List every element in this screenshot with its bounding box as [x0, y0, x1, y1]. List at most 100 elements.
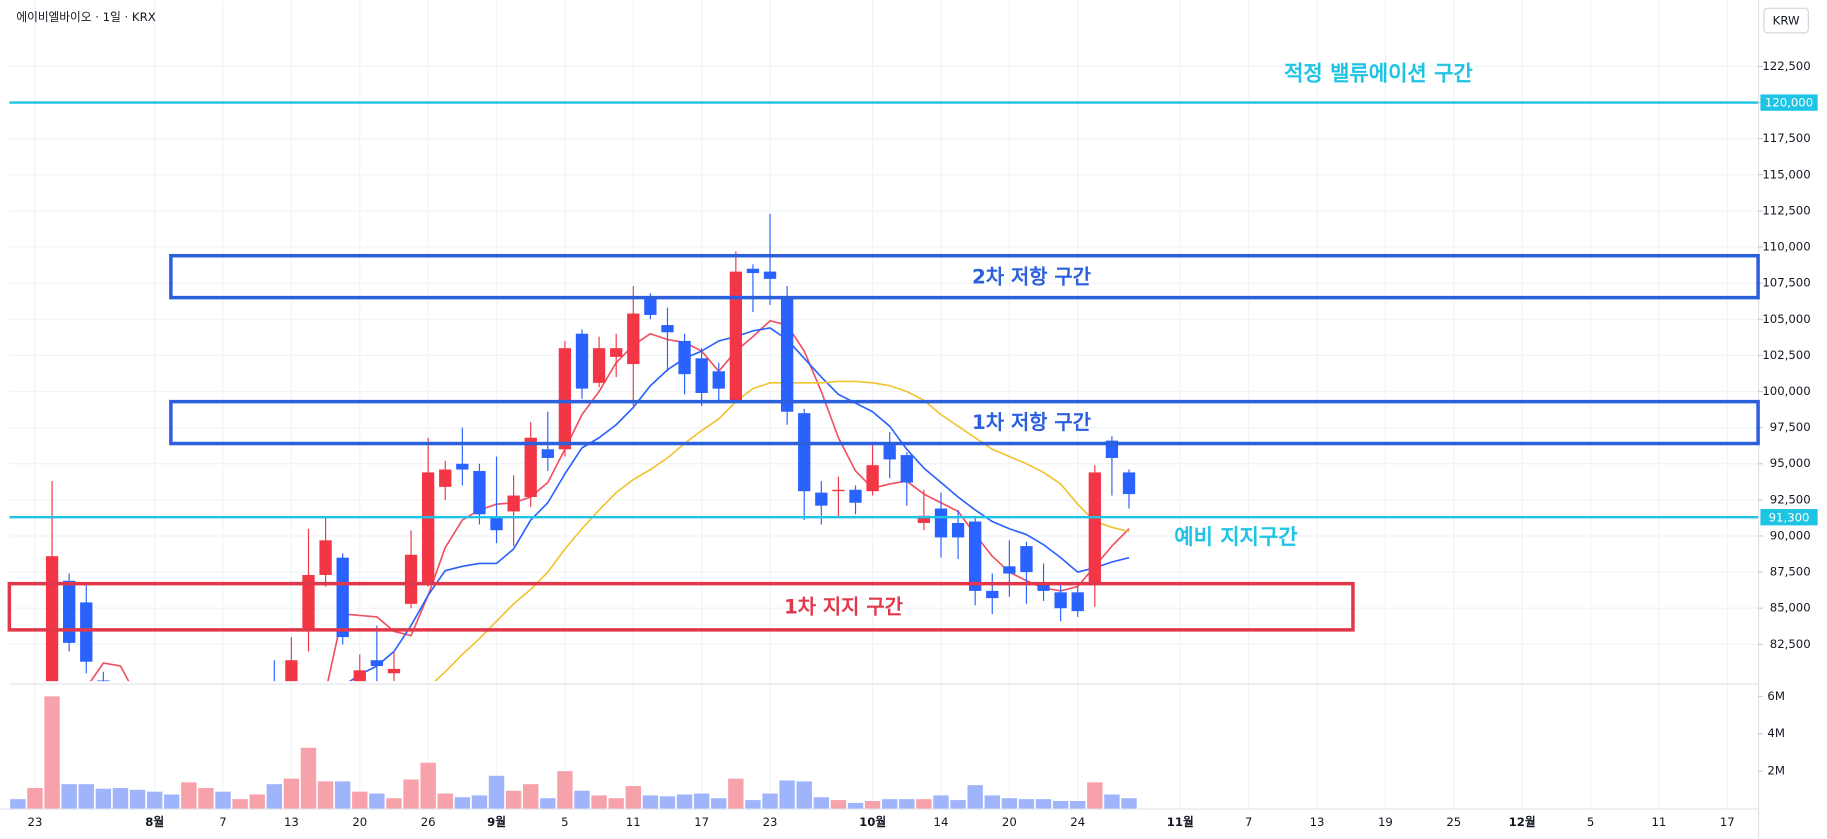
y-tick-label: 110,000 [1762, 240, 1810, 254]
volume-bar [1035, 799, 1052, 809]
volume-bar [1070, 801, 1086, 809]
candle-body [80, 602, 93, 662]
candle-body [815, 492, 828, 506]
candle-body [1054, 592, 1067, 609]
x-tick-label: 17 [694, 815, 709, 829]
volume-bar [488, 775, 505, 809]
chart-title: 에이비엘바이오 · 1일 · KRX [16, 10, 155, 24]
volume-bar [317, 781, 334, 809]
x-tick-label: 7 [219, 815, 226, 829]
candle-body [780, 297, 794, 412]
volume-bar [608, 798, 624, 809]
x-tick-label: 5 [561, 815, 568, 829]
y-tick-label: 85,000 [1770, 601, 1811, 615]
zone-label: 2차 저항 구간 [972, 265, 1091, 288]
volume-bar [591, 795, 607, 809]
volume-bar [950, 800, 966, 809]
volume-bar [882, 799, 898, 809]
annotations: 2차 저항 구간 1차 저항 구간 1차 지지 구간 120,000 적정 밸류에이션 … [7, 61, 1818, 632]
currency-button[interactable] [1763, 7, 1809, 34]
candle-body [610, 348, 623, 357]
volume-bar [1052, 801, 1069, 809]
volume-bar [574, 790, 590, 809]
candle-body [336, 557, 349, 638]
currency[interactable]: KRW [1773, 14, 1800, 28]
candle-body [1122, 472, 1136, 495]
ma-line [348, 327, 1130, 682]
volume-bar [369, 793, 385, 809]
axes: 23 8월 7 13 20 26 9월 5 11 17 23 10월 14 20 24 11월 7 13 19 25 1… [28, 59, 1811, 829]
y-tick-label: 95,000 [1770, 456, 1811, 470]
volume-bar [830, 800, 847, 809]
volume-bar [711, 798, 727, 809]
candle-body [832, 489, 845, 492]
volume-bar [899, 799, 915, 809]
candle-body [969, 521, 982, 591]
candle-body [1071, 592, 1084, 612]
volume-bar [864, 801, 881, 809]
zone-label: 1차 지지 구간 [784, 595, 903, 618]
candle-body [729, 271, 743, 401]
candle-body [1020, 546, 1033, 573]
volume-bar [471, 795, 488, 809]
volume-bar [386, 798, 402, 809]
volume-bar [728, 778, 744, 809]
candle-body [353, 670, 366, 682]
x-tick-label: 17 [1720, 815, 1735, 829]
candle-body [849, 489, 862, 503]
volume-bar [967, 785, 983, 809]
volume-bar [540, 798, 556, 809]
x-tick-label: 7 [1245, 815, 1252, 829]
volume-bar [745, 800, 761, 809]
candle-body [421, 472, 435, 584]
candle-body [456, 463, 469, 470]
y-tick-label: 92,500 [1770, 492, 1811, 506]
x-tick-label: 10월 [859, 815, 886, 829]
x-tick-label: 13 [284, 815, 299, 829]
candle-body [883, 442, 896, 460]
candle-body [63, 580, 76, 643]
volume-bar [283, 778, 300, 809]
zone [169, 399, 1760, 446]
x-tick-label: 11 [626, 815, 641, 829]
volume-bar [437, 793, 453, 809]
volume-bar [625, 786, 641, 809]
y-tick-label: 105,000 [1762, 312, 1810, 326]
y-tick-label: 102,500 [1762, 348, 1810, 362]
y-tick-label: 97,500 [1770, 420, 1811, 434]
x-tick-label: 14 [934, 815, 949, 829]
candle-body [627, 313, 640, 365]
candle-body [763, 271, 777, 279]
x-tick-label: 12월 [1509, 815, 1536, 829]
volume-bar [146, 791, 163, 809]
volume-bar [1104, 794, 1120, 809]
candle-body [1037, 583, 1050, 591]
candle-body [986, 590, 999, 599]
volume-bar [232, 799, 248, 809]
candle-body [507, 495, 520, 512]
volume-bar [164, 794, 180, 809]
volume-bar [112, 787, 129, 809]
x-tick-label: 9월 [487, 815, 506, 829]
volume-tick-label: 6M [1767, 689, 1785, 703]
volume-bar [334, 781, 351, 809]
candle-body [541, 449, 554, 458]
candle-body [302, 574, 315, 632]
candle-body [45, 556, 59, 682]
candle-body [712, 371, 725, 389]
volume-bar [762, 793, 778, 809]
volume-bar [10, 799, 26, 809]
x-tick-label: 26 [421, 815, 436, 829]
volume-bar [44, 696, 60, 809]
x-tick-label: 19 [1378, 815, 1393, 829]
x-tick-label: 20 [1002, 815, 1017, 829]
x-tick-label: 24 [1070, 815, 1085, 829]
y-tick-label: 122,500 [1762, 59, 1810, 73]
candle-body [1088, 472, 1101, 584]
zone [169, 253, 1760, 300]
candle-body [558, 348, 572, 450]
volume-bar [916, 799, 932, 809]
candle-body [695, 358, 708, 393]
